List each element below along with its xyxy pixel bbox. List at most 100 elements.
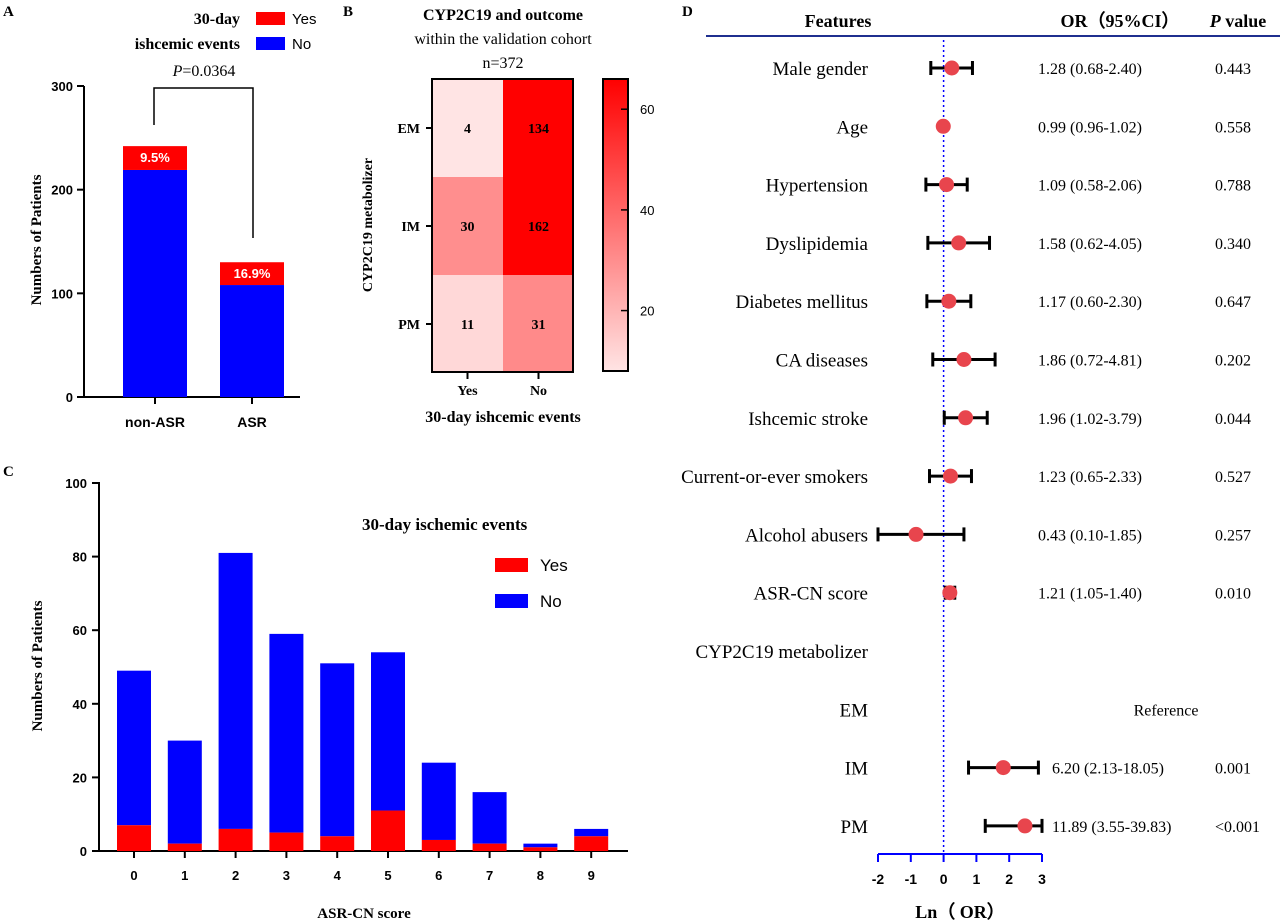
- panel-c-y-tick-label: 20: [73, 770, 87, 785]
- panel-c-bar-yes: [218, 828, 253, 851]
- panel-c-bar-no: [472, 792, 507, 844]
- panel-d: D Features OR（95%CI） P value Male gender…: [681, 4, 1280, 922]
- panel-d-p-value: 0.340: [1215, 236, 1251, 253]
- panel-c-x-tick-label: 7: [486, 868, 493, 883]
- panel-c-bar-no: [320, 663, 355, 837]
- panel-d-or-ci: 1.58 (0.62-4.05): [1038, 236, 1142, 253]
- panel-d-or-ci: 1.96 (1.02-3.79): [1038, 411, 1142, 428]
- panel-d-or-ci: 6.20 (2.13-18.05): [1052, 761, 1164, 778]
- panel-c-x-tick-label: 8: [537, 868, 544, 883]
- panel-c-legend-yes-swatch: [495, 558, 528, 572]
- panel-d-x-tick-label: -1: [905, 871, 918, 887]
- panel-d-p-value: 0.257: [1215, 527, 1251, 544]
- panel-c-bar-no: [421, 762, 456, 840]
- panel-b-x-label: 30-day ishcemic events: [425, 409, 581, 426]
- panel-d-feature-label: Dyslipidemia: [766, 234, 869, 255]
- panel-b-row-label: PM: [398, 318, 420, 333]
- panel-a-legend-no-swatch: [256, 37, 285, 50]
- panel-b-row-label: IM: [401, 220, 420, 235]
- panel-b-cell-value: 4: [464, 122, 471, 137]
- panel-c-bar-yes: [574, 836, 609, 851]
- panel-c-x-tick-label: 5: [384, 868, 391, 883]
- panel-d-header-p: P value: [1209, 11, 1267, 31]
- panel-a: A 0 100 200 300 9.5% non-ASR 16.9% ASR Numbers…: [3, 4, 316, 430]
- panel-c-legend-yes: Yes: [540, 556, 568, 575]
- panel-d-or-ci: 0.99 (0.96-1.02): [1038, 119, 1142, 136]
- panel-a-y-tick-label: 0: [66, 390, 73, 405]
- panel-a-letter: A: [3, 4, 14, 20]
- panel-c-y-tick-label: 40: [73, 697, 87, 712]
- panel-a-bar-no: [123, 169, 187, 397]
- panel-d-or-ci: 1.17 (0.60-2.30): [1038, 294, 1142, 311]
- panel-c-y-tick-label: 80: [73, 550, 87, 565]
- panel-d-feature-label: EM: [840, 700, 869, 721]
- panel-d-p-value: <0.001: [1215, 819, 1260, 836]
- panel-d-x-tick-label: -2: [872, 871, 885, 887]
- panel-c-bar-no: [371, 652, 405, 811]
- panel-a-y-tick-label: 300: [51, 79, 73, 94]
- panel-b-title: CYP2C19 and outcome: [423, 7, 583, 24]
- panel-c-x-tick-label: 0: [130, 868, 137, 883]
- panel-a-legend-yes-swatch: [256, 12, 285, 25]
- panel-a-legend-yes: Yes: [292, 11, 316, 28]
- panel-a-x-tick-label: ASR: [237, 414, 267, 430]
- panel-d-x-label: Ln（ OR）: [915, 902, 1005, 922]
- panel-b-cell-value: 31: [532, 318, 546, 333]
- panel-b-col-label: Yes: [457, 384, 478, 399]
- panel-b-cell: [503, 79, 574, 177]
- panel-a-bar-no: [220, 285, 284, 397]
- panel-a-x-tick-label: non-ASR: [125, 414, 185, 430]
- panel-d-or-ci: 1.09 (0.58-2.06): [1038, 178, 1142, 195]
- panel-c-x-label: ASR-CN score: [317, 906, 411, 922]
- panel-d-feature-label: Ishcemic stroke: [748, 409, 868, 430]
- panel-d-or-ci: 11.89 (3.55-39.83): [1052, 819, 1171, 836]
- panel-d-feature-label: Age: [836, 117, 868, 138]
- panel-d-header-or: OR（95%CI）: [1060, 11, 1179, 31]
- panel-a-significance-bracket: [153, 87, 254, 238]
- panel-c-bar-yes: [523, 847, 558, 851]
- panel-b-cell: [432, 177, 503, 275]
- panel-b-cell: [503, 275, 574, 373]
- panel-d-p-value: 0.647: [1215, 294, 1251, 311]
- panel-b-subtitle: within the validation cohort: [414, 31, 592, 48]
- panel-c-x-tick-label: 2: [232, 868, 239, 883]
- panel-b-n: n=372: [482, 55, 523, 72]
- panel-c-bar-yes: [117, 825, 151, 851]
- panel-b-col-label: No: [530, 384, 547, 399]
- panel-c: C 0 20 40 60 80 100 0 1 2 3 4 5 6 7 8 9 Numbers of Pat…: [3, 464, 628, 922]
- panel-d-feature-label: Male gender: [773, 59, 869, 80]
- panel-c-bar-no: [574, 828, 609, 837]
- panel-b-row-label: EM: [397, 122, 420, 137]
- panel-d-p-value: 0.202: [1215, 353, 1251, 370]
- panel-c-bar-no: [523, 843, 558, 848]
- panel-a-y-tick-label: 200: [51, 183, 73, 198]
- panel-d-feature-label: CA diseases: [776, 351, 868, 372]
- panel-d-point-estimate: [995, 760, 1011, 776]
- panel-a-data-label: 9.5%: [140, 150, 170, 165]
- panel-b-cell: [503, 177, 574, 275]
- panel-b-cell-value: 30: [461, 220, 475, 235]
- panel-d-point-estimate: [956, 352, 972, 367]
- panel-c-legend-title: 30-day ischemic events: [362, 515, 528, 534]
- panel-d-p-value: 0.443: [1215, 61, 1251, 78]
- panel-d-point-estimate: [941, 293, 957, 309]
- panel-d-feature-label: Alcohol abusers: [745, 525, 868, 546]
- panel-d-point-estimate: [942, 468, 958, 484]
- panel-d-feature-label: Diabetes mellitus: [736, 292, 868, 313]
- panel-c-y-tick-label: 0: [80, 844, 87, 859]
- panel-d-point-estimate: [944, 60, 960, 76]
- panel-d-feature-label: ASR-CN score: [753, 584, 868, 605]
- panel-a-legend-title-line2: ishcemic events: [135, 36, 240, 53]
- panel-d-point-estimate: [958, 410, 974, 426]
- panel-c-legend-no: No: [540, 592, 562, 611]
- panel-d-feature-label: PM: [841, 817, 869, 838]
- panel-d-or-ci: 1.86 (0.72-4.81): [1038, 353, 1142, 370]
- panel-c-x-tick-label: 3: [283, 868, 290, 883]
- panel-c-bar-yes: [167, 843, 202, 851]
- panel-d-point-estimate: [951, 235, 967, 251]
- panel-b-cell-value: 11: [461, 318, 474, 333]
- panel-c-x-tick-label: 1: [181, 868, 188, 883]
- panel-d-x-tick-label: 2: [1005, 871, 1013, 887]
- panel-c-x-tick-label: 4: [334, 868, 342, 883]
